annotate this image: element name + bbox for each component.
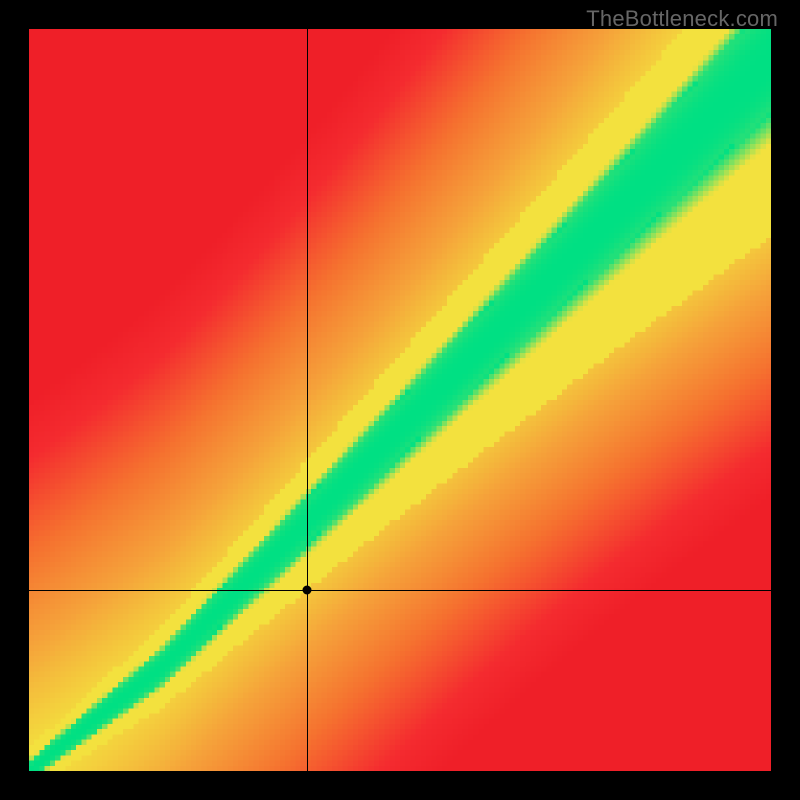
heatmap-canvas bbox=[29, 29, 771, 771]
marker-dot bbox=[303, 585, 312, 594]
crosshair-horizontal bbox=[29, 590, 771, 591]
watermark-label: TheBottleneck.com bbox=[586, 6, 778, 32]
chart-frame: TheBottleneck.com bbox=[0, 0, 800, 800]
plot-area bbox=[29, 29, 771, 771]
crosshair-vertical bbox=[307, 29, 308, 771]
